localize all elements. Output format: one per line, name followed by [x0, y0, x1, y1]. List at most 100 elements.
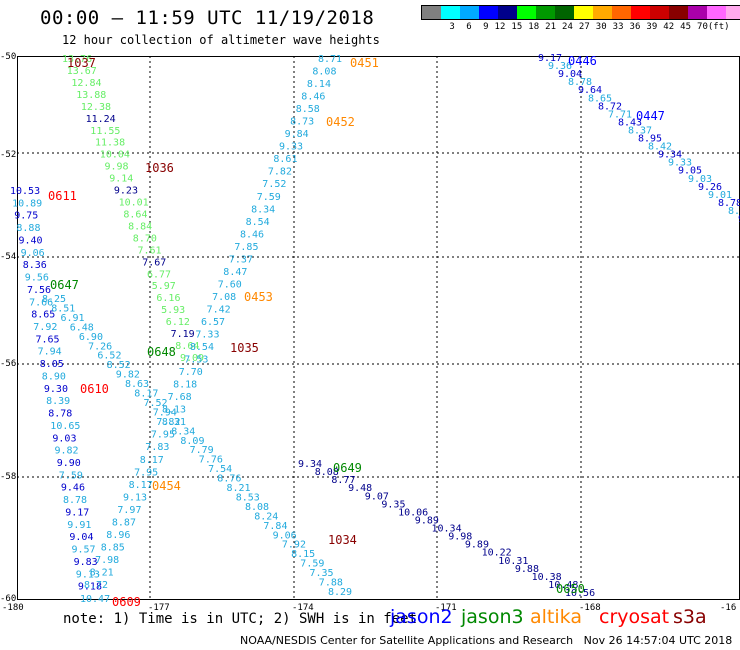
swh-value: 8.90 [42, 372, 66, 383]
legend-swatch [517, 6, 536, 19]
swh-value: 8.78 [48, 409, 72, 420]
swh-value: 8.08 [245, 502, 269, 513]
swh-value: 8.13 [162, 405, 186, 416]
swh-value: 7.82 [268, 167, 292, 178]
legend-swatch [441, 6, 460, 19]
swh-value: 9.90 [57, 458, 81, 469]
swh-value: 9.01 [708, 190, 732, 201]
swh-value: 8.96 [106, 530, 130, 541]
swh-value: 8.46 [240, 229, 264, 240]
swh-value: 8.24 [254, 511, 278, 522]
swh-value: 8.08 [312, 67, 336, 78]
swh-value: 7.95 [151, 430, 175, 441]
legend-swatch [574, 6, 593, 19]
swh-value: 8.78 [718, 198, 740, 209]
swh-value: 7.94 [38, 347, 62, 358]
swh-value: 9.82 [55, 446, 79, 457]
y-tick-label: -50 [0, 52, 17, 62]
legend-label: 18 [528, 22, 540, 32]
swh-value: 7.68 [168, 392, 192, 403]
swh-value: 7.82 [156, 417, 180, 428]
swh-value: 7.37 [229, 254, 253, 265]
swh-value: 8.7 [728, 206, 740, 217]
swh-value: 7.59 [59, 470, 83, 481]
swh-value: 8.84 [128, 221, 152, 232]
swh-value: 7.54 [208, 464, 232, 475]
time-label: 0609 [112, 595, 141, 609]
sat-legend-jason3: jason3 [461, 606, 524, 628]
swh-value: 7.98 [95, 555, 119, 566]
swh-value: 8.72 [598, 101, 622, 112]
time-label: 0648 [147, 345, 176, 359]
legend-label: 15 [511, 22, 523, 32]
legend-swatch [650, 6, 669, 19]
swh-value: 9.64 [578, 85, 602, 96]
swh-value: 6.91 [61, 313, 85, 324]
swh-value: 13.88 [76, 90, 106, 101]
legend-swatch [479, 6, 498, 19]
swh-value: 8.42 [648, 142, 672, 153]
swh-value: 9.18 [78, 582, 102, 593]
map-subtitle: 12 hour collection of altimeter wave hei… [62, 33, 380, 47]
swh-value: 9.46 [61, 483, 85, 494]
swh-value: 8.34 [171, 426, 195, 437]
swh-value: 13.76 [62, 54, 92, 65]
time-label: 0611 [48, 189, 77, 203]
swh-value: 6.12 [166, 317, 190, 328]
swh-value: 9.89 [415, 515, 439, 526]
swh-value: 10.65 [50, 421, 80, 432]
swh-value: 8.54 [246, 217, 270, 228]
swh-value: 7.65 [36, 334, 60, 345]
swh-value: 7.33 [195, 330, 219, 341]
legend-swatch [593, 6, 612, 19]
swh-value: 7.59 [300, 559, 324, 570]
x-tick-label: -168 [579, 603, 601, 613]
swh-value: 8.08 [315, 467, 339, 478]
swh-value: 8.95 [638, 134, 662, 145]
legend-swatch [555, 6, 574, 19]
swh-value: 7.26 [88, 341, 112, 352]
footnote: note: 1) Time is in UTC; 2) SWH is in fe… [63, 611, 418, 627]
swh-value: 8.78 [568, 77, 592, 88]
swh-value: 7.19 [171, 329, 195, 340]
legend-swatch [669, 6, 688, 19]
swh-value: 8.72 [84, 580, 108, 591]
swh-value: 10.34 [432, 524, 462, 535]
swh-value: 7.95 [134, 467, 158, 478]
swh-value: 8.17 [129, 480, 153, 491]
sat-legend-cryosat: cryosat [599, 606, 670, 628]
swh-value: 9.07 [365, 491, 389, 502]
swh-value: 8.21 [227, 483, 251, 494]
swh-value: 11.55 [90, 126, 120, 137]
swh-value: 11.24 [86, 114, 116, 125]
legend-swatch [536, 6, 555, 19]
swh-value: 8.17 [134, 389, 158, 400]
swh-value: 9.56 [25, 273, 49, 284]
legend-label: 3 [449, 22, 455, 32]
swh-value: 8.63 [125, 379, 149, 390]
swh-value: 8.39 [46, 396, 70, 407]
swh-value: 10.38 [532, 572, 562, 583]
y-tick-label: -60 [0, 594, 17, 604]
swh-value: 6.77 [147, 269, 171, 280]
time-label: 0446 [568, 54, 597, 68]
swh-value: 9.23 [114, 186, 138, 197]
swh-value: 8.31 [162, 417, 186, 428]
swh-value: 9.14 [109, 174, 133, 185]
swh-value: 9.04 [69, 532, 93, 543]
swh-value: 8.37 [628, 125, 652, 136]
x-tick-label: -16 [720, 603, 737, 613]
legend-swatch [631, 6, 650, 19]
x-tick-label: -171 [435, 603, 457, 613]
swh-value: 7.70 [179, 367, 203, 378]
swh-value: 6.90 [79, 332, 103, 343]
swh-value: 8.73 [290, 117, 314, 128]
x-tick-label: -174 [292, 603, 314, 613]
swh-value: 8.87 [112, 517, 136, 528]
legend-swatch [498, 6, 517, 19]
swh-value: 7.60 [218, 279, 242, 290]
swh-value: 8.61 [273, 154, 297, 165]
legend-label: (ft) [707, 22, 730, 32]
time-label: 0610 [80, 382, 109, 396]
